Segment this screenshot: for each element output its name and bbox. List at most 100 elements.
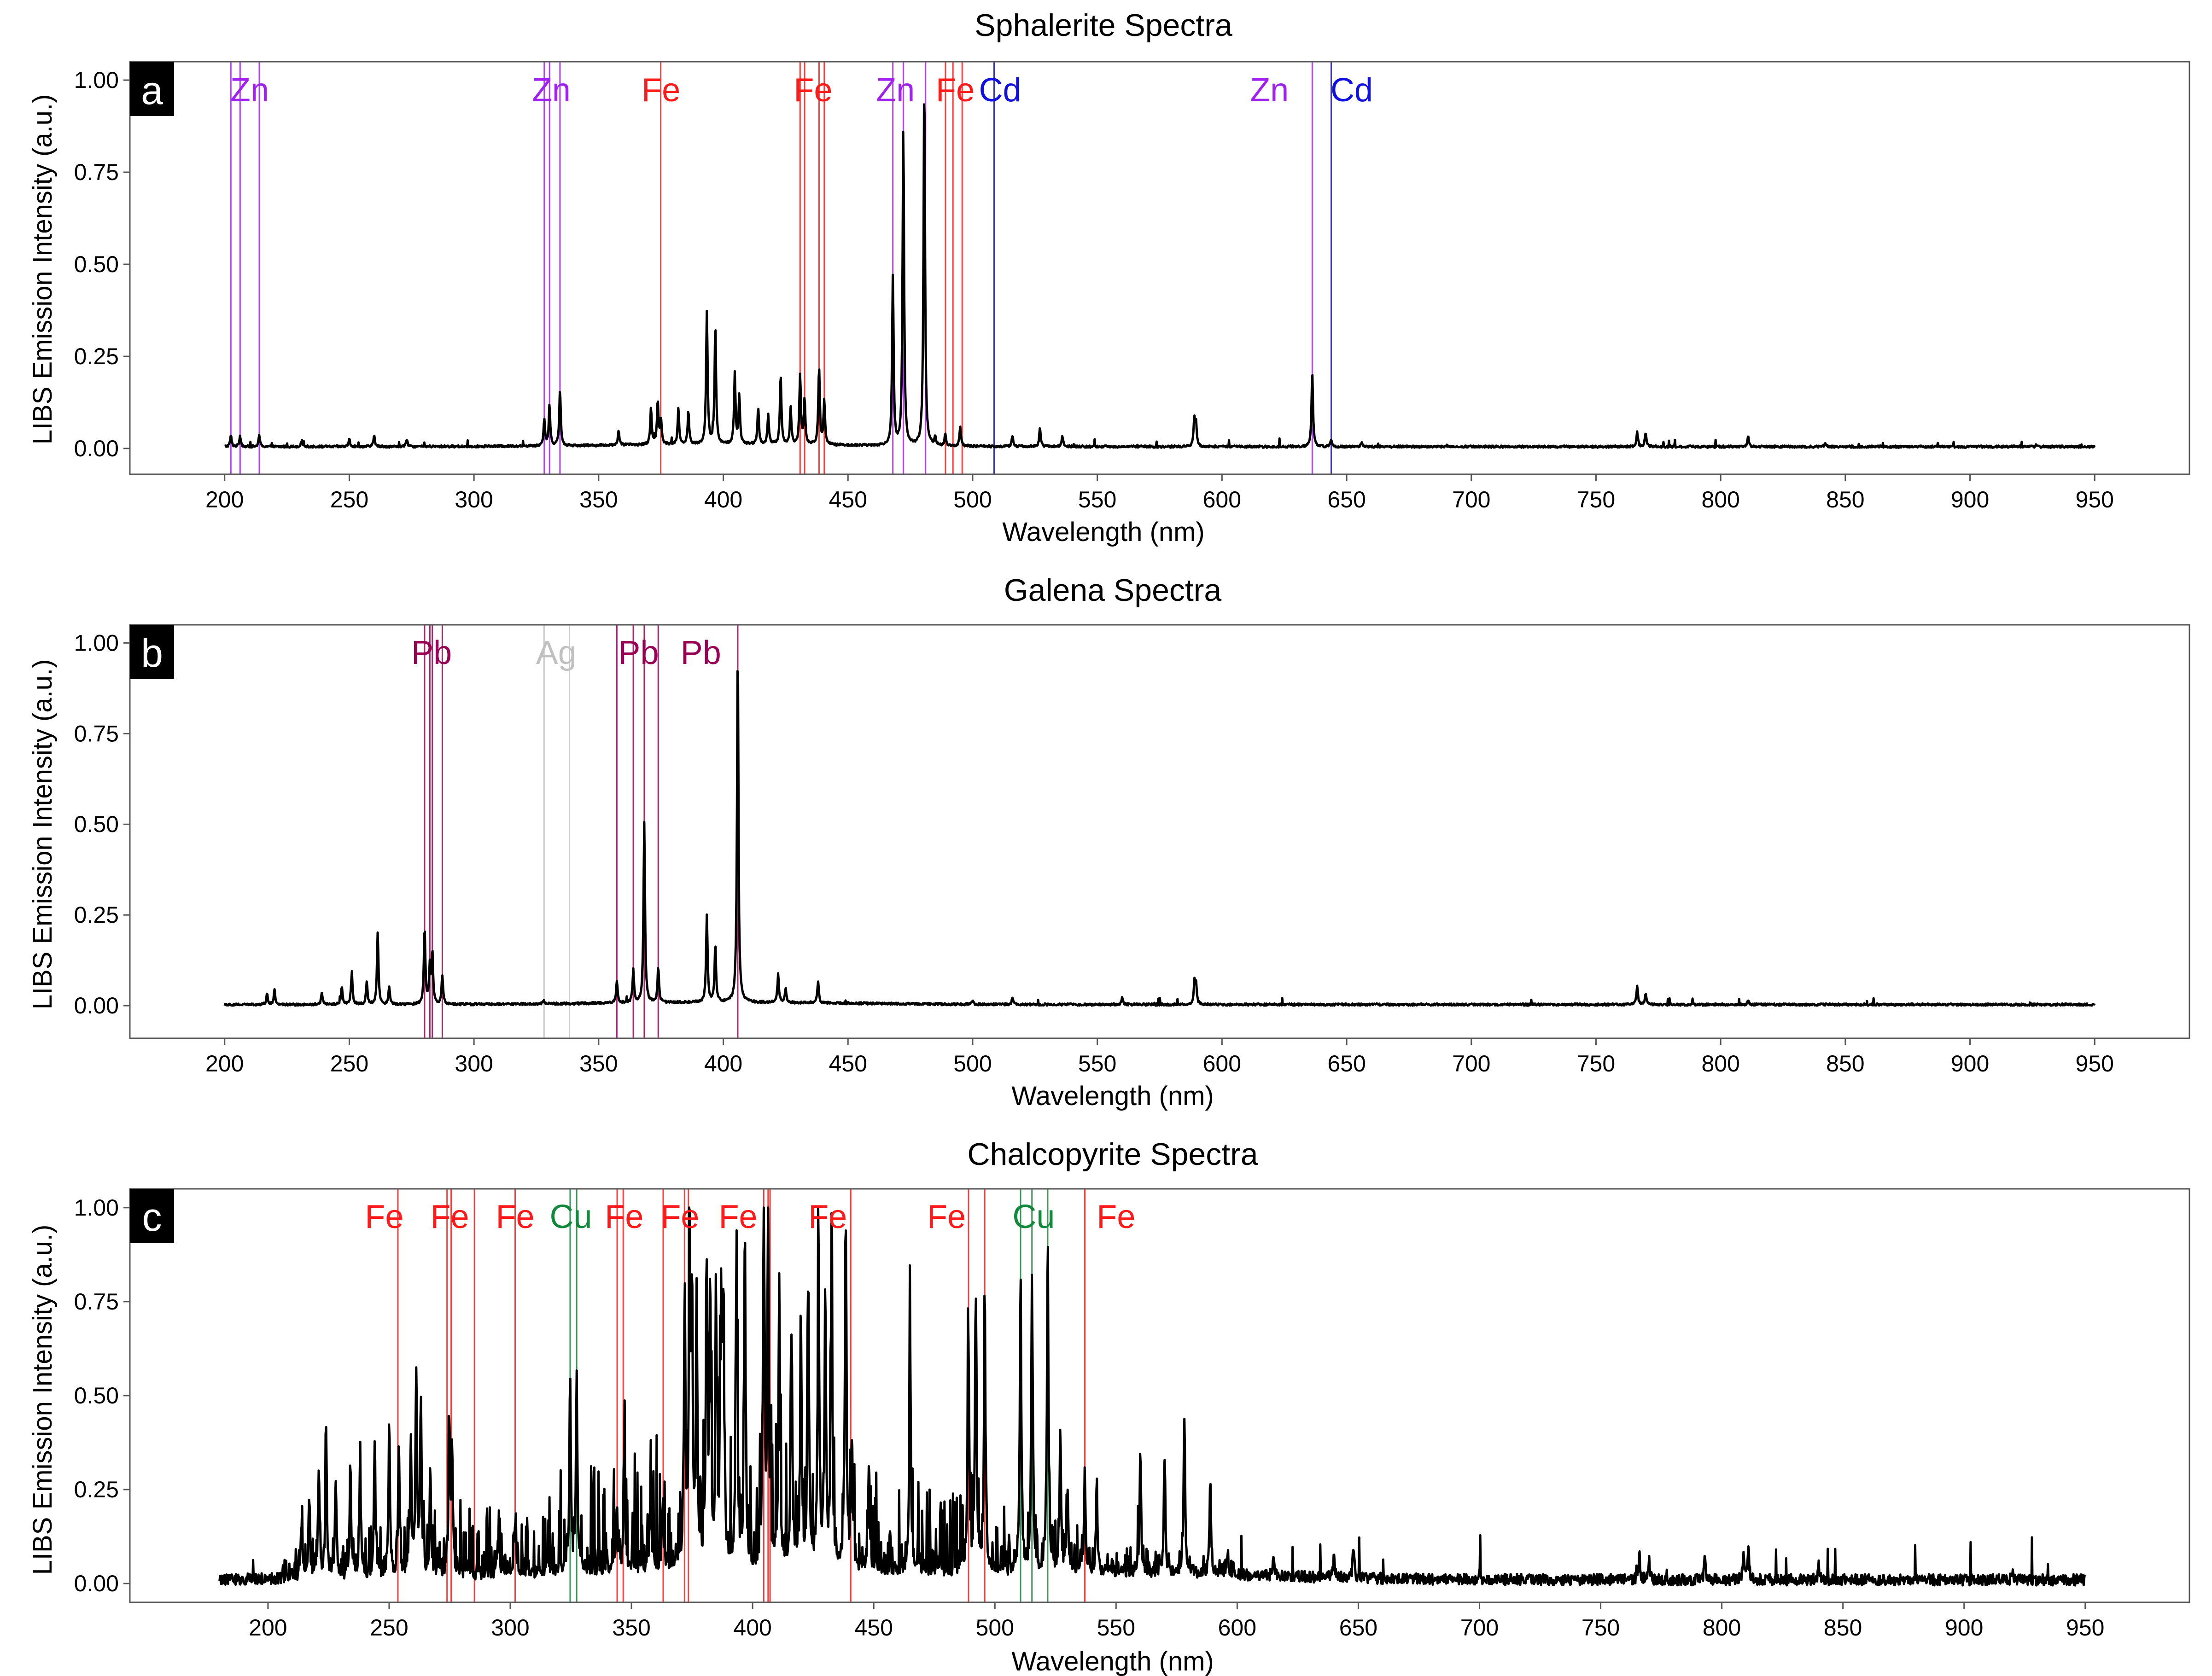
panel-b: Galena Spectra LIBS Emission Intensity (…	[28, 573, 2190, 1111]
element-label-fe: Fe	[365, 1199, 403, 1235]
panel-a-xlabel: Wavelength (nm)	[1002, 517, 1204, 547]
x-tick-label: 400	[733, 1615, 771, 1641]
panel-a: Sphalerite Spectra LIBS Emission Intensi…	[28, 8, 2190, 547]
y-tick-label: 1.00	[74, 67, 119, 93]
y-tick-label: 1.00	[74, 1195, 119, 1221]
y-tick-label: 0.50	[74, 251, 119, 277]
x-tick-label: 250	[330, 487, 368, 512]
x-tick-label: 500	[976, 1615, 1014, 1641]
panel-c-axis-ticks: 200 250 300 350 400 450 500 550 600 650 700 750 800 8…	[74, 1195, 2105, 1641]
panel-b-ylabel: LIBS Emission Intensity (a.u.)	[28, 659, 58, 1010]
x-tick-label: 550	[1078, 1051, 1116, 1077]
element-label-fe: Fe	[1097, 1199, 1135, 1235]
x-tick-label: 700	[1452, 1051, 1490, 1077]
panel-c-title: Chalcopyrite Spectra	[967, 1137, 1258, 1172]
x-tick-label: 400	[704, 1051, 742, 1077]
x-tick-label: 550	[1097, 1615, 1135, 1641]
x-tick-label: 900	[1945, 1615, 1983, 1641]
y-tick-label: 0.50	[74, 811, 119, 837]
element-label-fe: Fe	[430, 1199, 469, 1235]
x-tick-label: 950	[2066, 1615, 2104, 1641]
panel-b-element-lines	[424, 625, 739, 1038]
x-tick-label: 500	[953, 487, 992, 512]
panel-a-letter: a	[141, 69, 163, 113]
panel-c-letter: c	[142, 1195, 162, 1240]
y-tick-label: 0.25	[74, 343, 119, 369]
x-tick-label: 350	[579, 1051, 618, 1077]
x-tick-label: 800	[1701, 1051, 1739, 1077]
x-tick-label: 750	[1577, 487, 1615, 512]
x-tick-label: 450	[829, 487, 867, 512]
y-tick-label: 0.00	[74, 1571, 119, 1596]
panel-a-element-labels: Zn Zn Fe Fe Zn Fe Cd Zn Cd	[230, 72, 1373, 109]
panel-c-xlabel: Wavelength (nm)	[1011, 1647, 1214, 1676]
element-label-zn: Zn	[876, 72, 915, 109]
y-tick-label: 0.75	[74, 721, 119, 746]
panel-b-plot-frame	[129, 624, 2190, 1039]
element-label-pb: Pb	[618, 634, 659, 671]
panel-a-ylabel: LIBS Emission Intensity (a.u.)	[28, 94, 58, 445]
x-tick-label: 450	[829, 1051, 867, 1077]
x-tick-label: 500	[953, 1051, 992, 1077]
x-tick-label: 600	[1218, 1615, 1256, 1641]
x-tick-label: 850	[1826, 487, 1864, 512]
y-tick-label: 0.50	[74, 1383, 119, 1408]
element-label-ag: Ag	[536, 634, 577, 671]
x-tick-label: 850	[1824, 1615, 1862, 1641]
x-tick-label: 600	[1203, 487, 1241, 512]
element-label-pb: Pb	[681, 634, 721, 671]
x-tick-label: 400	[704, 487, 742, 512]
x-tick-label: 650	[1327, 1051, 1366, 1077]
element-label-fe: Fe	[642, 72, 680, 109]
element-label-fe: Fe	[794, 72, 832, 109]
panel-c-spectrum-line	[218, 1206, 2086, 1587]
x-tick-label: 650	[1339, 1615, 1377, 1641]
x-tick-label: 700	[1460, 1615, 1499, 1641]
element-label-fe: Fe	[719, 1199, 758, 1235]
element-label-fe: Fe	[605, 1199, 643, 1235]
element-label-fe: Fe	[496, 1199, 535, 1235]
x-tick-label: 200	[205, 487, 244, 512]
panel-a-title: Sphalerite Spectra	[975, 8, 1232, 43]
x-tick-label: 300	[455, 487, 493, 512]
element-label-cu: Cu	[1012, 1199, 1055, 1235]
x-tick-label: 900	[1951, 1051, 1989, 1077]
y-tick-label: 0.75	[74, 159, 119, 185]
x-tick-label: 950	[2076, 487, 2114, 512]
x-tick-label: 950	[2076, 1051, 2114, 1077]
element-label-cd: Cd	[1331, 72, 1373, 109]
x-tick-label: 200	[205, 1051, 244, 1077]
x-tick-label: 450	[854, 1615, 893, 1641]
x-tick-label: 750	[1582, 1615, 1620, 1641]
y-tick-label: 0.25	[74, 902, 119, 928]
panel-a-axis-ticks: 200 250 300 350 400 450 500 550 600 650 700 750 800 8…	[74, 67, 2114, 512]
y-tick-label: 0.00	[74, 436, 119, 461]
panel-b-axis-ticks: 200 250 300 350 400 450 500 550 600 650 700 750 800 8…	[74, 630, 2114, 1077]
panel-b-letter-badge	[130, 625, 174, 679]
panel-b-letter: b	[141, 631, 163, 675]
panel-c-letter-badge	[130, 1189, 174, 1243]
panel-b-element-labels: Pb Ag Pb Pb	[411, 634, 721, 671]
x-tick-label: 650	[1327, 487, 1366, 512]
x-tick-label: 600	[1203, 1051, 1241, 1077]
y-tick-label: 1.00	[74, 630, 119, 656]
panel-b-spectrum-line	[223, 670, 2096, 1007]
panel-c-ylabel: LIBS Emission Intensity (a.u.)	[28, 1225, 58, 1575]
x-tick-label: 200	[249, 1615, 287, 1641]
y-tick-label: 0.00	[74, 993, 119, 1018]
x-tick-label: 300	[491, 1615, 529, 1641]
panel-a-letter-badge	[130, 62, 174, 116]
element-label-fe: Fe	[927, 1199, 966, 1235]
x-tick-label: 350	[579, 487, 618, 512]
element-label-pb: Pb	[411, 634, 452, 671]
element-label-cd: Cd	[979, 72, 1021, 109]
x-tick-label: 850	[1826, 1051, 1864, 1077]
x-tick-label: 900	[1951, 487, 1989, 512]
x-tick-label: 800	[1703, 1615, 1741, 1641]
x-tick-label: 700	[1452, 487, 1490, 512]
x-tick-label: 800	[1701, 487, 1739, 512]
panel-c: Chalcopyrite Spectra LIBS Emission Inten…	[28, 1137, 2190, 1676]
x-tick-label: 300	[455, 1051, 493, 1077]
panel-a-plot-frame	[129, 61, 2190, 475]
